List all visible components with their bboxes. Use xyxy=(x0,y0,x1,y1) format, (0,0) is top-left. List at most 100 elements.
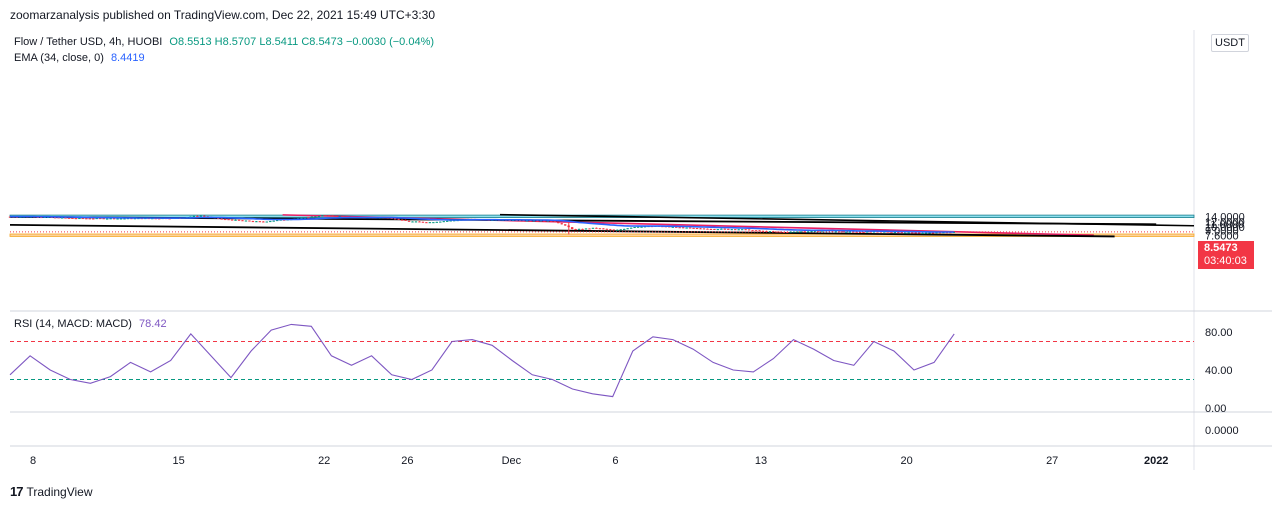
ema-label[interactable]: EMA (34, close, 0) xyxy=(14,52,104,64)
candle-body xyxy=(331,215,334,217)
time-tick-label: 8 xyxy=(30,455,36,467)
candle-body xyxy=(522,220,525,222)
candle-body xyxy=(904,232,907,234)
candle-body xyxy=(706,228,709,230)
candle-body xyxy=(223,219,227,221)
ohlc-values: O8.5513 H8.5707 L8.5411 C8.5473 −0.0030 … xyxy=(169,36,435,48)
candle-body xyxy=(768,231,772,233)
candle-body xyxy=(890,231,893,233)
candle-body xyxy=(199,215,203,217)
candle-body xyxy=(772,231,775,233)
candle-body xyxy=(269,221,272,223)
candle-body xyxy=(747,229,751,231)
candle-body xyxy=(924,232,928,234)
candle-body xyxy=(872,231,876,233)
candle-body xyxy=(619,229,622,231)
candle-body xyxy=(695,228,699,230)
candle-body xyxy=(227,219,230,221)
rsi-label[interactable]: RSI (14, MACD: MACD) xyxy=(14,318,132,330)
candle-body xyxy=(71,217,74,219)
candle-body xyxy=(591,227,595,229)
price-tick-label: 9.0000 xyxy=(1205,225,1239,237)
rsi-tick-label: 80.00 xyxy=(1205,327,1233,339)
candle-body xyxy=(876,231,879,233)
candle-body xyxy=(900,232,903,234)
ema-line xyxy=(10,215,954,233)
candle-body xyxy=(907,232,910,234)
candle-body xyxy=(602,228,605,230)
symbol-title[interactable]: Flow / Tether USD, 4h, HUOBI xyxy=(14,36,163,48)
currency-button[interactable]: USDT xyxy=(1211,34,1249,52)
candle-body xyxy=(518,220,522,222)
candle-body xyxy=(595,227,598,229)
candle-body xyxy=(879,231,883,233)
candle-body xyxy=(102,218,105,220)
candle-body xyxy=(557,221,560,224)
candle-body xyxy=(442,221,445,223)
candle-body xyxy=(678,227,681,229)
time-tick-label: 2022 xyxy=(1144,455,1168,467)
candle-body xyxy=(810,231,813,233)
candle-body xyxy=(834,231,838,233)
candle-body xyxy=(699,228,702,230)
candle-body xyxy=(334,216,338,218)
candle-body xyxy=(317,216,321,218)
rsi-tick-label: 40.00 xyxy=(1205,365,1233,377)
candle-body xyxy=(626,228,629,230)
candle-body xyxy=(897,232,900,234)
rsi-tick-label: 0.00 xyxy=(1205,403,1226,415)
candle-body xyxy=(803,231,806,233)
candle-body xyxy=(737,229,740,231)
candle-body xyxy=(265,221,268,223)
candle-body xyxy=(81,218,85,220)
candle-body xyxy=(99,218,102,220)
candle-body xyxy=(581,228,584,230)
candle-body xyxy=(40,217,43,219)
candle-body xyxy=(411,221,414,223)
candle-body xyxy=(407,220,411,222)
candle-body xyxy=(931,232,935,234)
candle-body xyxy=(400,219,404,221)
candle-body xyxy=(734,229,737,231)
price-tick-label: 14.0000 xyxy=(1205,211,1245,223)
candle-body xyxy=(196,215,199,217)
candle-body xyxy=(67,217,71,219)
candle-body xyxy=(307,217,310,219)
time-tick-label: 6 xyxy=(612,455,618,467)
candle-body xyxy=(681,227,685,229)
candle-body xyxy=(799,231,803,233)
candle-body xyxy=(60,217,64,219)
time-tick-label: Dec xyxy=(502,455,522,467)
tradingview-logo[interactable]: 17 TradingView xyxy=(10,484,93,499)
candle-body xyxy=(425,222,428,224)
candle-body xyxy=(85,218,88,220)
candle-body xyxy=(838,231,841,233)
candle-body xyxy=(740,229,744,231)
candle-body xyxy=(203,215,206,217)
candle-body xyxy=(452,220,456,222)
candle-body xyxy=(917,232,921,234)
candle-body xyxy=(702,228,706,230)
candle-body xyxy=(685,227,688,229)
candle-body xyxy=(789,231,792,233)
price-tick-label: 12.0000 xyxy=(1205,216,1245,228)
candle-body xyxy=(584,228,588,230)
candle-body xyxy=(300,217,303,219)
candle-body xyxy=(119,218,123,220)
candle-body xyxy=(529,220,532,222)
candle-body xyxy=(78,218,81,220)
tv-logo-icon: 17 xyxy=(10,484,24,499)
candle-body xyxy=(622,228,626,230)
candle-body xyxy=(241,220,244,222)
candle-body xyxy=(421,221,425,223)
candle-body xyxy=(609,229,612,231)
candle-body xyxy=(921,232,924,234)
time-tick-label: 20 xyxy=(900,455,912,467)
candle-body xyxy=(796,231,799,233)
candle-body xyxy=(439,221,442,223)
rsi-line xyxy=(9,323,955,398)
candle-body xyxy=(723,228,727,230)
candle-body xyxy=(133,218,137,220)
candle-body xyxy=(536,220,539,222)
